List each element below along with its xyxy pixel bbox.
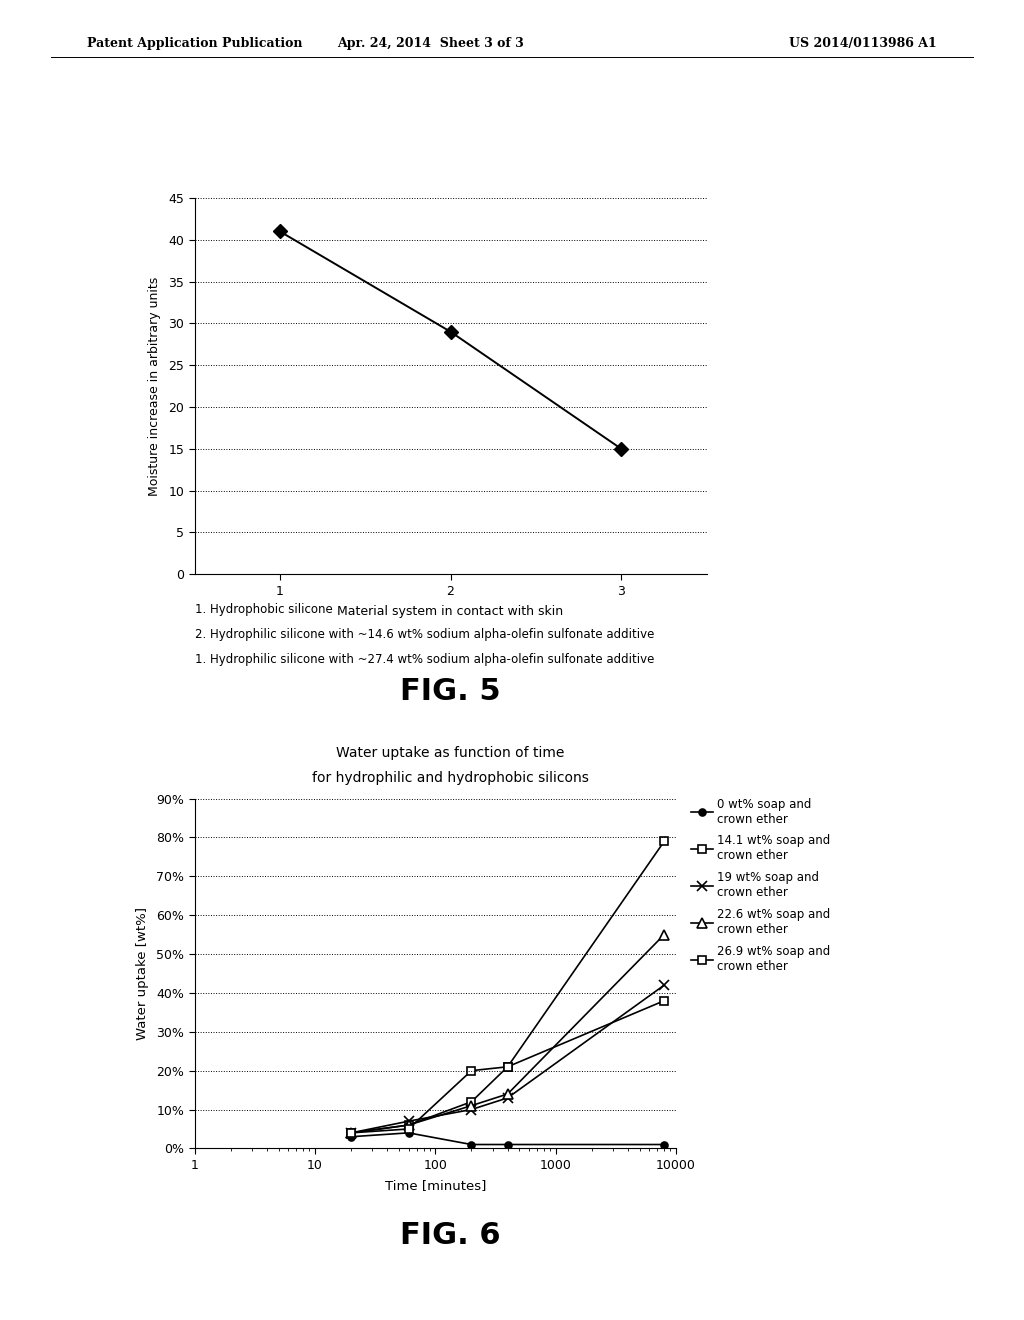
- Text: FIG. 6: FIG. 6: [400, 1221, 501, 1250]
- Legend: 0 wt% soap and
crown ether, 14.1 wt% soap and
crown ether, 19 wt% soap and
crown: 0 wt% soap and crown ether, 14.1 wt% soa…: [691, 797, 830, 973]
- Text: US 2014/0113986 A1: US 2014/0113986 A1: [790, 37, 937, 50]
- X-axis label: Material system in contact with skin: Material system in contact with skin: [338, 605, 563, 618]
- X-axis label: Time [minutes]: Time [minutes]: [385, 1179, 485, 1192]
- Text: Water uptake as function of time: Water uptake as function of time: [336, 746, 565, 760]
- Text: 2. Hydrophilic silicone with ~14.6 wt% sodium alpha-olefin sulfonate additive: 2. Hydrophilic silicone with ~14.6 wt% s…: [195, 628, 654, 642]
- Text: 1. Hydrophilic silicone with ~27.4 wt% sodium alpha-olefin sulfonate additive: 1. Hydrophilic silicone with ~27.4 wt% s…: [195, 653, 654, 667]
- Y-axis label: Moisture increase in arbitrary units: Moisture increase in arbitrary units: [148, 276, 162, 496]
- Text: 1. Hydrophobic silicone: 1. Hydrophobic silicone: [195, 603, 333, 616]
- Text: Patent Application Publication: Patent Application Publication: [87, 37, 302, 50]
- Text: for hydrophilic and hydrophobic silicons: for hydrophilic and hydrophobic silicons: [312, 771, 589, 785]
- Text: FIG. 5: FIG. 5: [400, 677, 501, 706]
- Y-axis label: Water uptake [wt%]: Water uptake [wt%]: [136, 907, 150, 1040]
- Text: Apr. 24, 2014  Sheet 3 of 3: Apr. 24, 2014 Sheet 3 of 3: [337, 37, 523, 50]
